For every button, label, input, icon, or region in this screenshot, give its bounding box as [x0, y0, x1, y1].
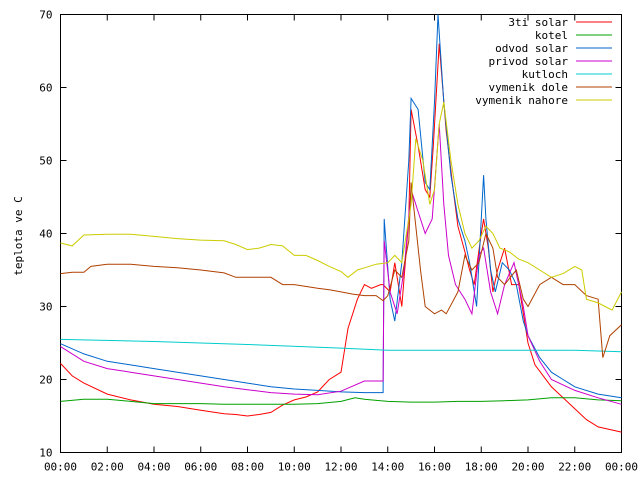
x-tick-label: 06:00 [184, 461, 217, 474]
legend-label: kotel [535, 29, 568, 42]
legend-label: vymenik nahore [475, 94, 568, 107]
legend-label: odvod solar [495, 42, 568, 55]
x-tick-label: 04:00 [137, 461, 170, 474]
x-tick-label: 10:00 [278, 461, 311, 474]
y-tick-label: 10 [39, 447, 52, 460]
x-tick-label: 16:00 [418, 461, 451, 474]
series-lines [60, 14, 622, 433]
series-line-kotel [60, 397, 622, 405]
y-tick-label: 70 [39, 9, 52, 22]
x-tick-label: 18:00 [465, 461, 498, 474]
series-line-vymenik-nahore [60, 101, 622, 311]
x-tick-label: 20:00 [511, 461, 544, 474]
y-tick-label: 20 [39, 374, 52, 387]
y-tick-label: 30 [39, 301, 52, 314]
legend-label: vymenik dole [489, 81, 568, 94]
y-axis-label: teplota ve C [12, 196, 25, 275]
series-line-odvod-solar [60, 14, 622, 399]
y-tick-label: 60 [39, 82, 52, 95]
x-tick-label: 00:00 [44, 461, 77, 474]
x-tick-label: 02:00 [91, 461, 124, 474]
x-tick-label: 00:00 [605, 461, 638, 474]
legend-label: privod solar [489, 55, 569, 68]
legend-label: kutloch [522, 68, 568, 81]
x-tick-label: 22:00 [558, 461, 591, 474]
series-line-privod-solar [60, 123, 622, 405]
series-line-vymenik-dole [60, 182, 622, 358]
y-tick-label: 50 [39, 155, 52, 168]
x-axis-ticks: 00:00 02:00 04:00 06:00 08:00 10:00 12:00 14:00… [44, 14, 638, 474]
y-axis-ticks: 10 20 30 40 50 60 70 [39, 9, 622, 460]
series-line-kutloch [60, 338, 622, 353]
y-tick-label: 40 [39, 228, 52, 241]
x-tick-label: 08:00 [231, 461, 264, 474]
legend-label: 3ti solar [508, 16, 568, 29]
x-tick-label: 14:00 [371, 461, 404, 474]
x-tick-label: 12:00 [324, 461, 357, 474]
